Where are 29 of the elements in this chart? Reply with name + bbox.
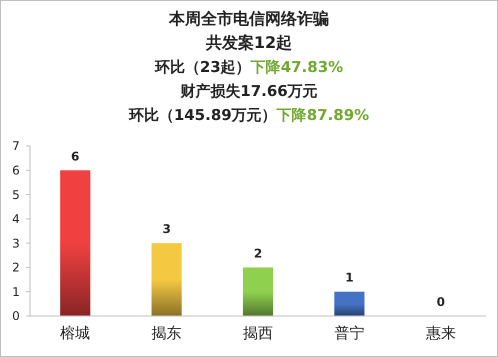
y-tick-label: 0: [12, 309, 20, 324]
bar: [334, 292, 364, 316]
chart-subtitle: 共发案12起: [204, 33, 292, 52]
y-tick-label: 3: [12, 236, 20, 250]
text: 环比（145.89万元）: [128, 106, 277, 124]
x-tick-label: 榕城: [60, 324, 90, 342]
y-tick-label: 2: [12, 260, 20, 275]
x-tick-label: 揭西: [243, 324, 273, 342]
bar: [242, 267, 274, 316]
y-tick-label: 1: [12, 284, 20, 299]
data-label: 1: [345, 270, 354, 285]
data-label: 6: [71, 149, 80, 164]
data-label: 0: [436, 295, 445, 309]
chart-title: 本周全市电信网络诈骗: [168, 9, 329, 28]
text: 下降47.83%: [250, 58, 344, 76]
bar: [152, 243, 182, 316]
data-label: 3: [162, 222, 171, 236]
data-label: 2: [254, 246, 262, 260]
text: 下降87.89%: [276, 106, 370, 124]
x-tick-label: 惠来: [424, 324, 456, 342]
y-tick-label: 5: [12, 188, 20, 202]
y-tick-label: 7: [12, 139, 20, 154]
bar: [60, 170, 90, 316]
x-tick-label: 揭东: [152, 324, 182, 342]
y-tick-label: 6: [12, 163, 20, 178]
text: 财产损失17.66万元: [179, 82, 318, 100]
x-tick-label: 普宁: [334, 324, 364, 342]
text: 环比（23起）: [154, 58, 251, 76]
y-tick-label: 4: [12, 212, 20, 226]
